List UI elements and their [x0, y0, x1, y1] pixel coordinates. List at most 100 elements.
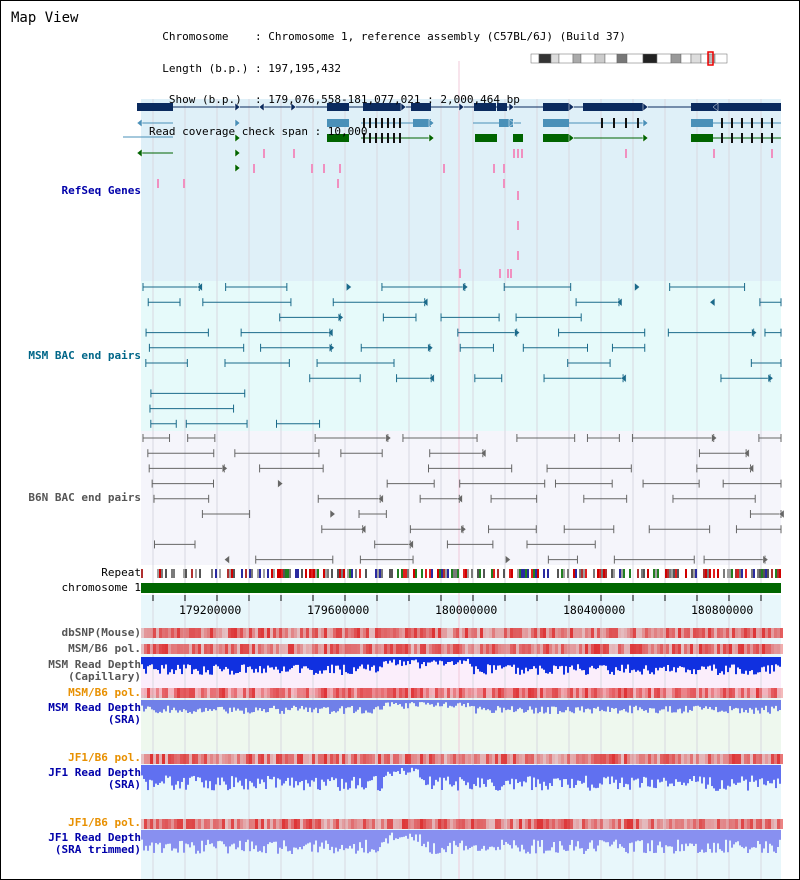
read-depth-bar: [747, 700, 749, 713]
polymorphism-cell: [600, 819, 603, 829]
read-depth-bar: [455, 700, 457, 706]
polymorphism-cell: [594, 644, 597, 654]
polymorphism-cell: [564, 688, 567, 698]
polymorphism-cell: [720, 688, 723, 698]
polymorphism-cell: [393, 754, 396, 764]
read-depth-bar: [777, 765, 779, 779]
track-label-dbsnp[interactable]: dbSNP(Mouse): [61, 626, 141, 639]
gene-exon: [399, 133, 401, 143]
bac-end-marker: [224, 555, 230, 564]
polymorphism-cell: [609, 688, 612, 698]
read-depth-bar: [179, 700, 181, 711]
read-depth-bar: [293, 830, 295, 848]
track-label-msm-read-depth-sra[interactable]: MSM Read Depth (SRA): [1, 702, 141, 726]
read-depth-bar: [697, 700, 699, 706]
polymorphism-cell: [405, 754, 408, 764]
polymorphism-cell: [168, 819, 171, 829]
polymorphism-cell: [630, 644, 633, 654]
read-depth-bar: [183, 700, 185, 710]
read-depth-bar: [617, 657, 619, 671]
gene-exon: [327, 103, 349, 111]
polymorphism-cell: [216, 754, 219, 764]
polymorphism-cell: [450, 688, 453, 698]
repeat-element: [703, 569, 705, 578]
read-depth-bar: [215, 700, 217, 711]
track-label-msm-b6-pol-2[interactable]: MSM/B6 pol.: [68, 686, 141, 699]
polymorphism-cell: [561, 754, 564, 764]
track-label-b6n-bac[interactable]: B6N BAC end pairs: [28, 491, 141, 504]
gene-arrow: [258, 102, 265, 112]
polymorphism-cell: [528, 754, 531, 764]
polymorphism-cell: [369, 754, 372, 764]
polymorphism-cell: [234, 628, 237, 638]
read-depth-bar: [411, 765, 413, 768]
polymorphism-cell: [564, 754, 567, 764]
read-depth-bar: [271, 657, 273, 668]
track-label-jf1-b6-pol-1[interactable]: JF1/B6 pol.: [68, 751, 141, 764]
read-depth-bar: [391, 830, 393, 833]
track-label-jf1-b6-pol-2[interactable]: JF1/B6 pol.: [68, 816, 141, 829]
read-depth-bar: [395, 830, 397, 839]
read-depth-bar: [489, 765, 491, 780]
repeat-element: [445, 569, 447, 578]
track-label-refseq-genes[interactable]: RefSeq Genes: [61, 184, 141, 197]
read-depth-bar: [311, 765, 313, 781]
track-label-chromosome[interactable]: chromosome 1: [61, 581, 141, 594]
polymorphism-cell: [618, 819, 621, 829]
read-depth-bar: [213, 765, 215, 791]
polymorphism-cell: [516, 688, 519, 698]
track-label-msm-bac[interactable]: MSM BAC end pairs: [28, 349, 141, 362]
polymorphism-cell: [660, 819, 663, 829]
read-depth-bar: [765, 700, 767, 706]
polymorphism-cell: [522, 688, 525, 698]
read-depth-bar: [681, 657, 683, 668]
read-depth-bar: [441, 657, 443, 662]
polymorphism-cell: [261, 688, 264, 698]
read-depth-bar: [487, 657, 489, 665]
repeat-element: [337, 569, 339, 578]
read-depth-bar: [251, 700, 253, 713]
read-depth-bar: [171, 700, 173, 711]
read-depth-bar: [541, 700, 543, 707]
read-depth-bar: [711, 700, 713, 710]
read-depth-bar: [217, 830, 219, 842]
polymorphism-cell: [729, 754, 732, 764]
read-depth-bar: [369, 765, 371, 781]
read-depth-bar: [667, 830, 669, 847]
read-depth-bar: [657, 700, 659, 714]
read-depth-bar: [463, 765, 465, 781]
track-label-msm-read-depth-capillary[interactable]: MSM Read Depth (Capillary): [1, 659, 141, 683]
read-depth-bar: [407, 700, 409, 709]
read-depth-bar: [729, 765, 731, 787]
polymorphism-cell: [681, 754, 684, 764]
polymorphism-cell: [684, 819, 687, 829]
polymorphism-cell: [522, 628, 525, 638]
repeat-element: [297, 569, 299, 578]
read-depth-bar: [747, 765, 749, 791]
track-label-jf1-read-depth-sra[interactable]: JF1 Read Depth (SRA): [1, 767, 141, 791]
polymorphism-cell: [369, 819, 372, 829]
read-depth-bar: [397, 657, 399, 665]
label-line: (SRA): [107, 713, 141, 726]
polymorphism-cell: [483, 644, 486, 654]
polymorphism-cell: [687, 688, 690, 698]
polymorphism-cell: [261, 644, 264, 654]
read-depth-bar: [177, 700, 179, 713]
track-label-jf1-read-depth-trimmed[interactable]: JF1 Read Depth (SRA trimmed): [1, 832, 141, 856]
read-depth-bar: [231, 765, 233, 777]
read-depth-bar: [341, 765, 343, 779]
read-depth-bar: [537, 700, 539, 714]
polymorphism-cell: [618, 754, 621, 764]
track-label-msm-b6-pol-1[interactable]: MSM/B6 pol.: [68, 642, 141, 655]
polymorphism-cell: [699, 754, 702, 764]
read-depth-bar: [639, 657, 641, 672]
polymorphism-cell: [642, 688, 645, 698]
label-line: (SRA trimmed): [54, 843, 141, 856]
read-depth-bar: [543, 830, 545, 854]
read-depth-bar: [481, 765, 483, 779]
track-label-repeat[interactable]: Repeat: [101, 566, 141, 579]
polymorphism-cell: [372, 819, 375, 829]
polymorphism-cell: [558, 819, 561, 829]
repeat-element: [327, 569, 329, 578]
